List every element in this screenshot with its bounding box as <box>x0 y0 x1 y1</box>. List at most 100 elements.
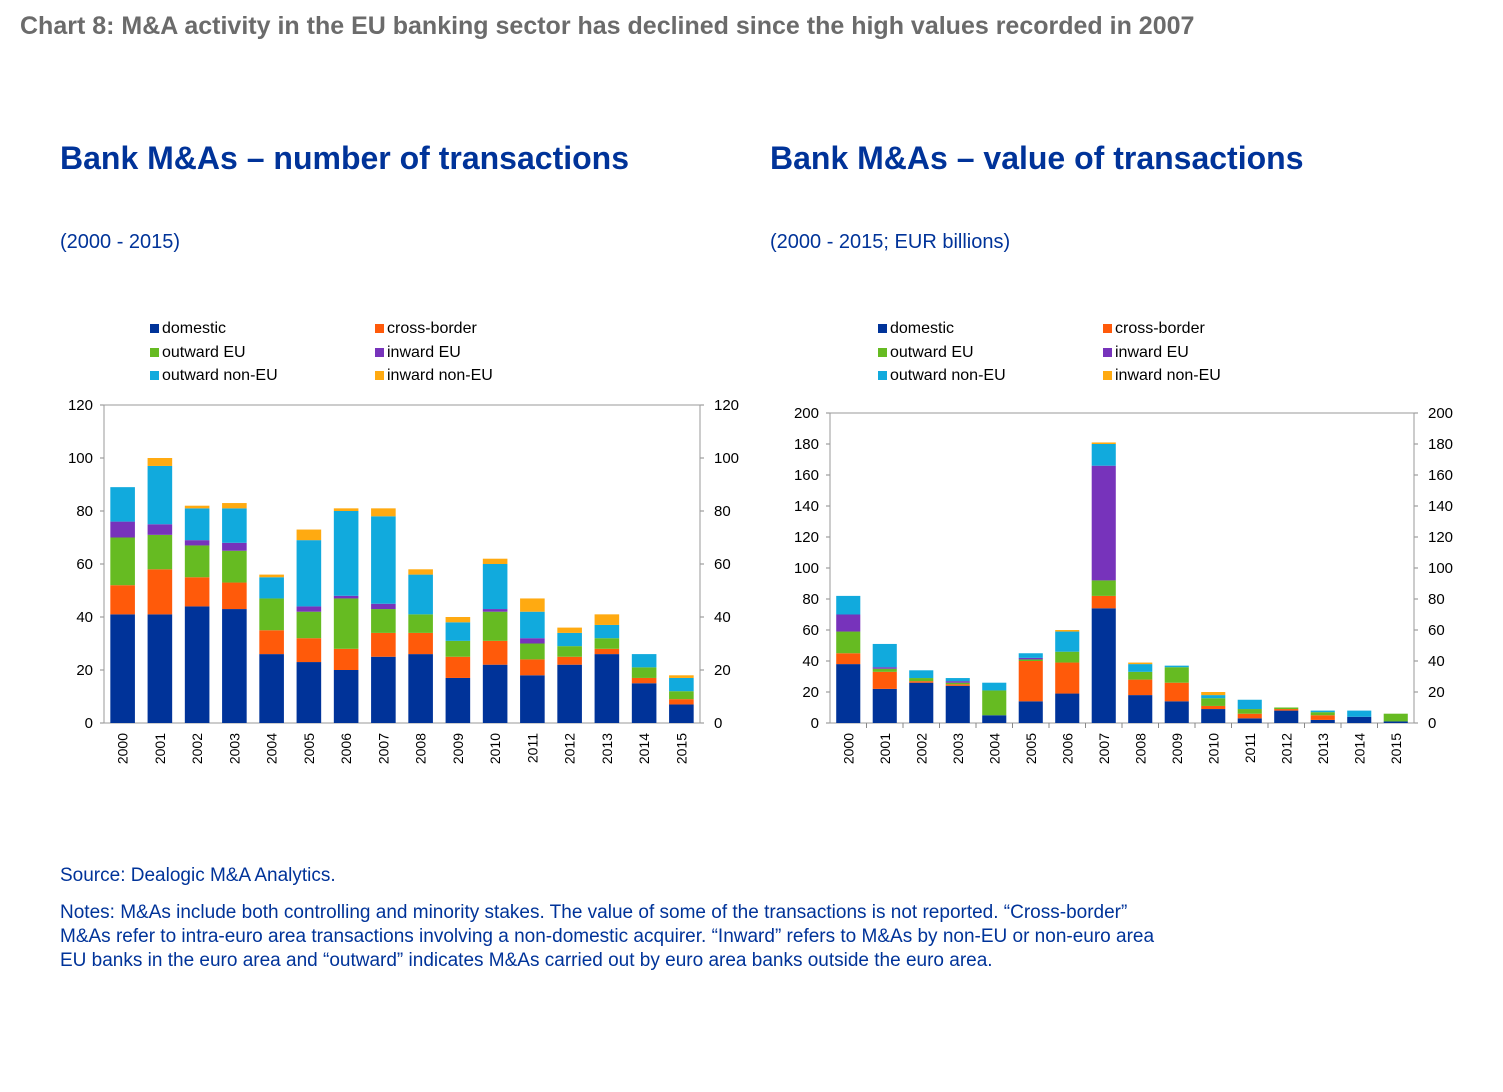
x-tick-label: 2008 <box>1132 733 1148 764</box>
y-tick-label-left: 120 <box>68 397 93 414</box>
x-tick-label: 2012 <box>1278 733 1294 764</box>
bar-segment <box>445 656 471 678</box>
bar-segment <box>296 638 322 663</box>
bar-segment <box>872 668 897 672</box>
bar-segment <box>110 487 135 522</box>
legend-swatch <box>878 348 887 357</box>
y-tick-label-left: 40 <box>802 653 819 670</box>
bar-segment <box>1018 701 1043 723</box>
x-tick-label: 2004 <box>264 733 280 764</box>
x-tick-label: 2007 <box>375 733 391 764</box>
legend-label: domestic <box>890 320 954 337</box>
bar-segment <box>222 550 247 583</box>
bar-segment <box>1091 580 1116 596</box>
bar-segment <box>669 691 694 700</box>
bar-segment <box>147 569 173 615</box>
bar-segment <box>408 632 433 655</box>
legend-label: outward EU <box>890 344 974 361</box>
y-tick-label-right: 20 <box>714 662 731 679</box>
y-tick-label-right: 80 <box>714 503 731 520</box>
bar-segment <box>445 677 471 723</box>
bar-segment <box>982 682 1007 691</box>
bar-segment <box>1201 698 1226 706</box>
bar-segment <box>1274 707 1299 710</box>
bar-segment <box>222 503 247 509</box>
y-tick-label-right: 140 <box>1428 498 1453 515</box>
chart-title-number: Bank M&As – number of transactions <box>60 140 629 176</box>
bar-segment <box>1128 662 1153 665</box>
plot-area <box>103 404 701 724</box>
x-tick-label: 2010 <box>1205 733 1221 764</box>
y-tick-label-left: 160 <box>794 467 819 484</box>
bar-segment <box>594 638 620 649</box>
bar-segment <box>1237 709 1262 714</box>
y-tick-label-left: 40 <box>76 609 93 626</box>
legend-swatch <box>1103 371 1112 380</box>
bar-segment <box>1237 718 1262 723</box>
x-tick-label: 2015 <box>1388 733 1404 764</box>
bar-segment <box>296 662 322 723</box>
bar-segment <box>1310 712 1335 716</box>
bar-segment <box>1091 595 1116 609</box>
bar-segment <box>371 516 396 604</box>
bar-segment <box>445 617 471 623</box>
x-tick-label: 2007 <box>1096 733 1112 764</box>
bar-segment <box>184 540 210 546</box>
bar-segment <box>520 675 545 723</box>
bar-segment <box>945 678 970 682</box>
bar-segment <box>1018 659 1043 661</box>
bar-segment <box>1091 442 1116 444</box>
bar-segment <box>482 564 508 610</box>
x-tick-label: 2001 <box>152 733 168 764</box>
bar-segment <box>1018 653 1043 658</box>
x-tick-label: 2003 <box>950 733 966 764</box>
y-tick-label-right: 0 <box>714 715 722 732</box>
bar-segment <box>408 569 433 575</box>
bar-segment <box>222 508 247 543</box>
bar-segment <box>371 656 396 723</box>
bar-segment <box>482 611 508 641</box>
bar-segment <box>1201 705 1226 710</box>
bar-segment <box>909 682 934 723</box>
bar-segment <box>872 667 897 669</box>
legend-swatch <box>375 348 384 357</box>
x-tick-label: 2005 <box>301 733 317 764</box>
y-tick-label-right: 40 <box>714 609 731 626</box>
bar-segment <box>110 521 135 538</box>
y-tick-label-left: 120 <box>794 529 819 546</box>
bar-segment <box>557 646 582 657</box>
x-tick-label: 2014 <box>1351 733 1367 764</box>
x-tick-label: 2010 <box>487 733 503 764</box>
y-tick-label-right: 0 <box>1428 715 1436 732</box>
bar-segment <box>259 577 284 599</box>
bar-segment <box>110 585 135 615</box>
bar-segment <box>836 631 861 654</box>
y-tick-label-right: 80 <box>1428 591 1445 608</box>
y-tick-label-right: 100 <box>1428 560 1453 577</box>
bar-segment <box>1055 693 1080 723</box>
chart-subtitle-value: (2000 - 2015; EUR billions) <box>770 231 1011 253</box>
bar-segment <box>408 614 433 633</box>
bar-segment <box>557 664 582 723</box>
chart-subtitle-number: (2000 - 2015) <box>60 231 181 253</box>
bar-segment <box>184 505 210 509</box>
bar-segment <box>1201 709 1226 723</box>
y-tick-label-left: 140 <box>794 498 819 515</box>
bar-segment <box>184 606 210 723</box>
x-tick-label: 2009 <box>1169 733 1185 764</box>
bar-segment <box>594 614 620 625</box>
bar-segment <box>1310 715 1335 720</box>
bar-segment <box>408 574 433 615</box>
bar-segment <box>147 465 173 525</box>
y-tick-label-right: 40 <box>1428 653 1445 670</box>
bar-segment <box>371 632 396 657</box>
x-tick-label: 2006 <box>1059 733 1075 764</box>
y-tick-label-left: 0 <box>811 715 819 732</box>
x-tick-label: 2003 <box>226 733 242 764</box>
bar-segment <box>836 653 861 665</box>
legend-swatch <box>1103 324 1112 333</box>
bar-segment <box>371 603 396 610</box>
bar-segment <box>669 675 694 678</box>
bar-segment <box>1091 608 1116 723</box>
bar-segment <box>147 524 173 535</box>
